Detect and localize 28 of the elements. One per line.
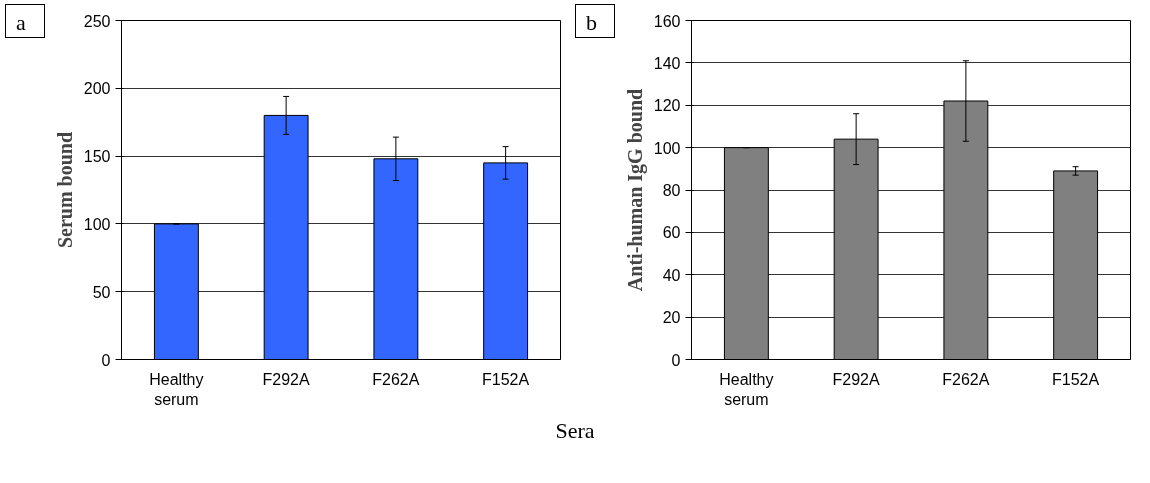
y-tick-label: 200 [83,80,111,98]
y-tick-label: 150 [83,148,111,166]
x-tick-label: Healthy serum [149,370,204,408]
y-tick-label: 20 [662,309,681,327]
x-tick-label: F262A [372,370,420,388]
y-tick-label: 50 [92,283,111,301]
x-tick-label: F292A [832,370,881,388]
y-tick-label: 100 [83,215,111,233]
y-axis-title: Serum bound [53,131,76,249]
y-tick-label: 60 [662,224,681,242]
y-tick-label: 160 [653,12,681,30]
y-axis-title: Anti-human IgG bound [623,88,647,292]
text: a [16,9,26,37]
x-axis-title: Sera [555,417,595,445]
x-tick-label: Healthy serum [719,370,774,408]
text: b [586,9,597,37]
y-tick-label: 250 [83,12,111,30]
y-tick-label: 80 [662,182,681,199]
x-tick-label: F262A [942,370,990,388]
y-tick-label: 40 [662,266,681,284]
x-tick-label: F152A [1052,370,1100,388]
x-tick-label: F292A [262,370,311,388]
y-tick-label: 0 [671,351,681,369]
x-tick-label: F152A [482,370,530,388]
y-tick-label: 120 [653,97,681,115]
y-tick-label: 0 [101,351,111,369]
y-tick-label: 140 [653,54,681,72]
y-tick-label: 100 [653,139,681,157]
